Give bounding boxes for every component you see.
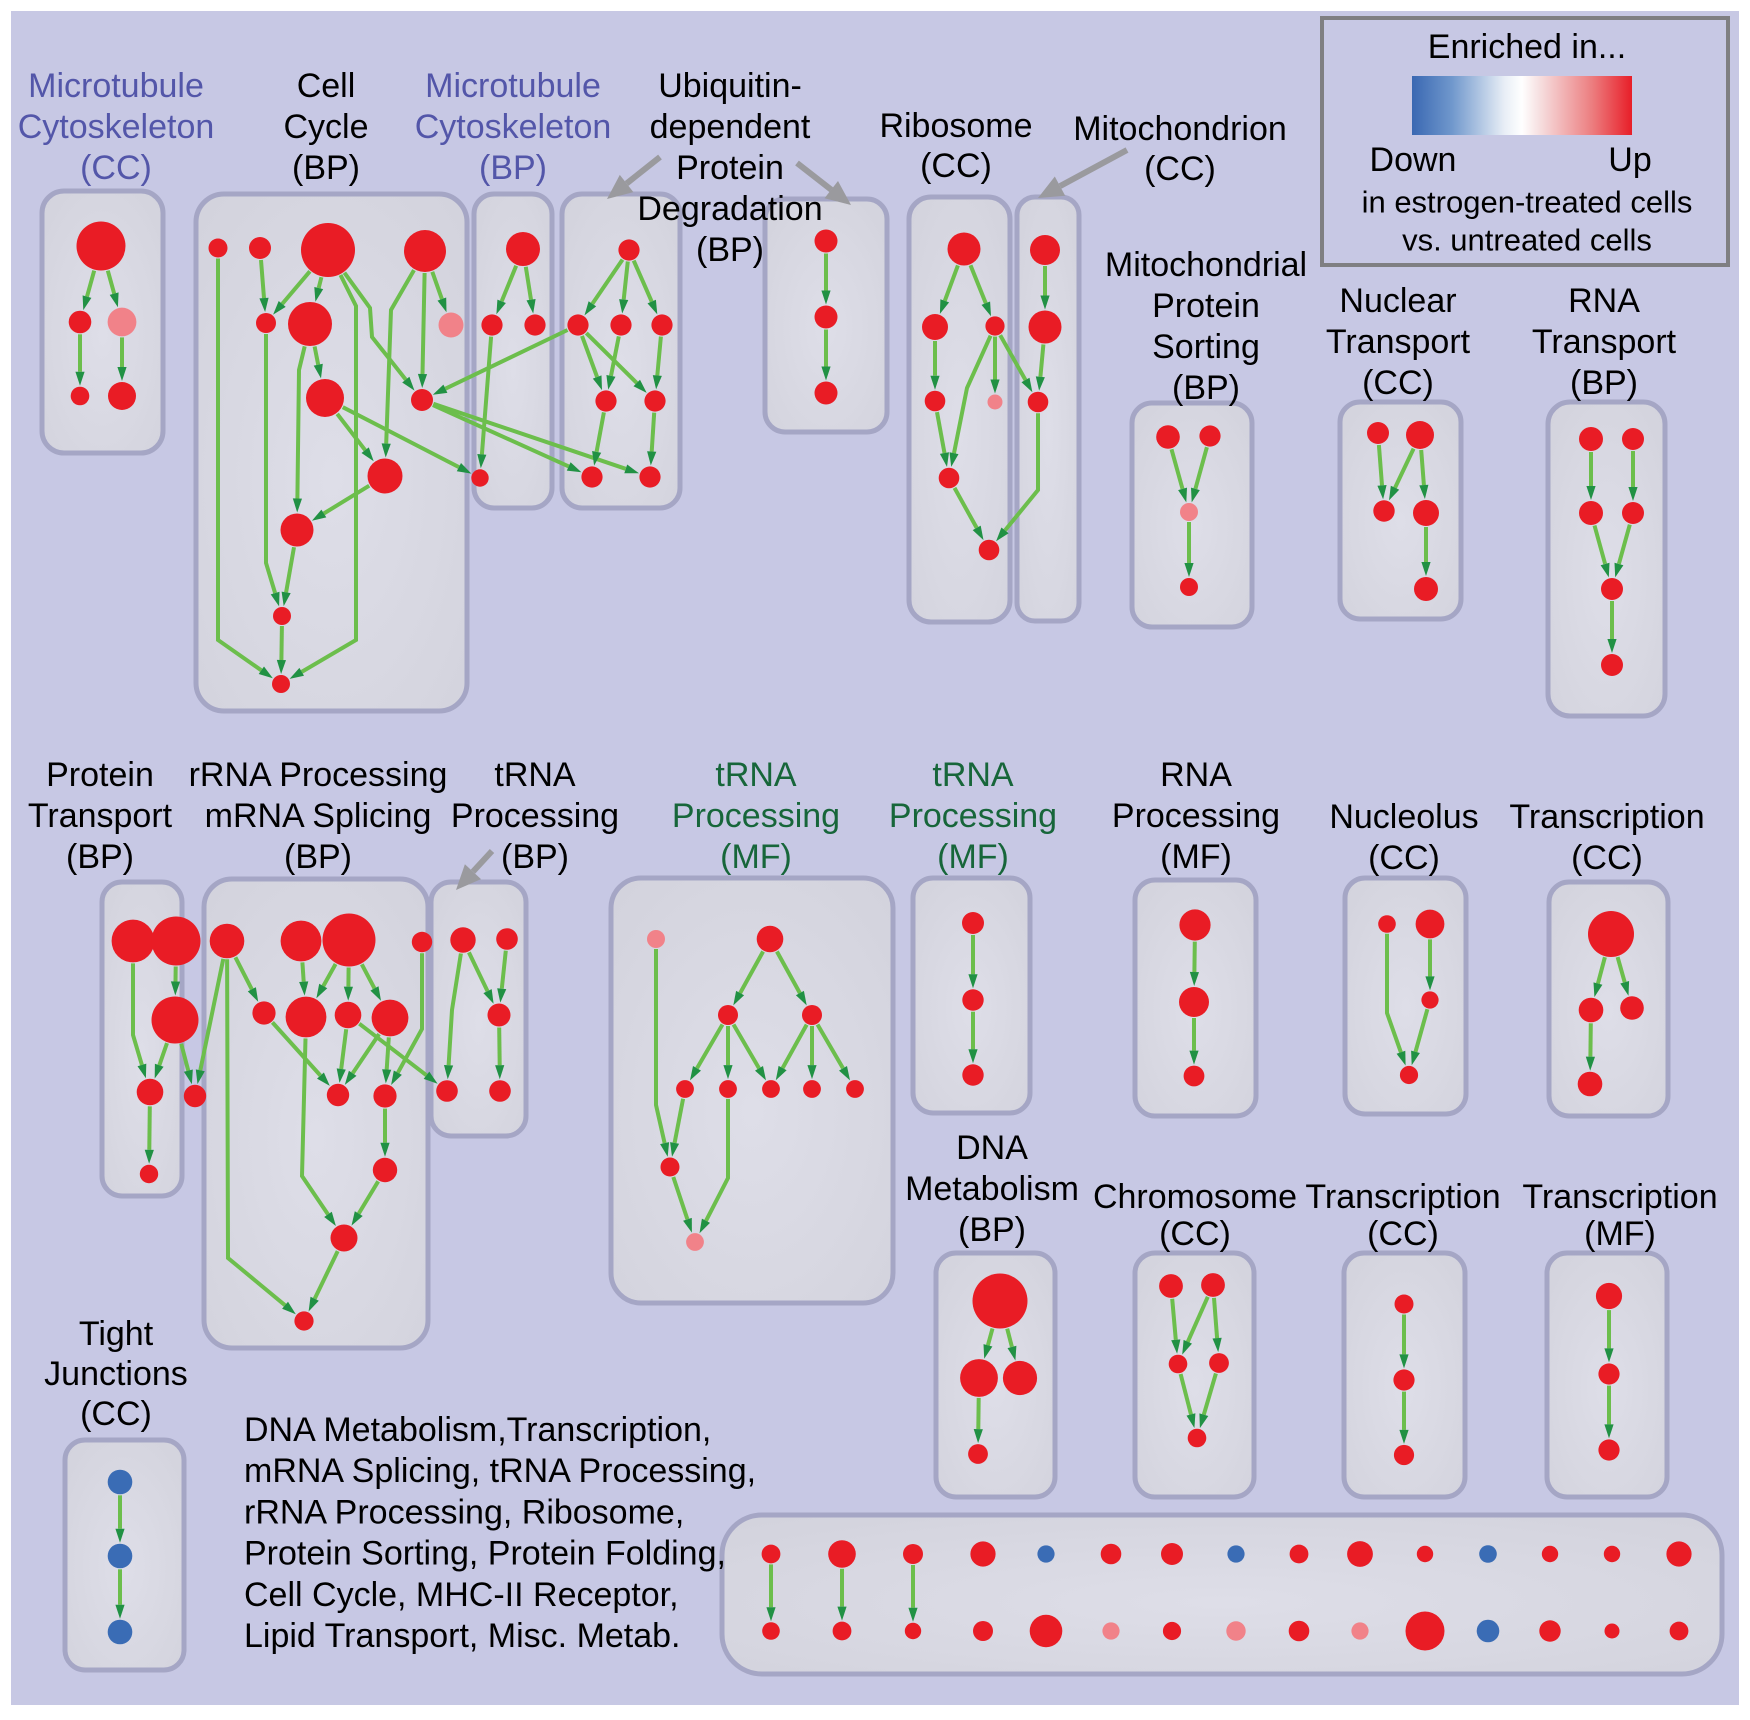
svg-text:tRNA: tRNA: [932, 756, 1014, 794]
svg-text:tRNA: tRNA: [715, 756, 797, 794]
svg-text:(CC): (CC): [1367, 1215, 1439, 1253]
svg-text:Nucleolus: Nucleolus: [1329, 798, 1478, 836]
svg-text:(CC): (CC): [1362, 364, 1434, 402]
svg-text:Cytoskeleton: Cytoskeleton: [18, 108, 215, 146]
svg-text:Transport: Transport: [1326, 323, 1471, 361]
svg-text:rRNA Processing: rRNA Processing: [189, 756, 448, 794]
svg-text:Ribosome: Ribosome: [879, 107, 1032, 145]
svg-text:(CC): (CC): [80, 1395, 152, 1433]
svg-text:Lipid Transport, Misc. Metab.: Lipid Transport, Misc. Metab.: [244, 1617, 681, 1655]
svg-text:Processing: Processing: [672, 797, 840, 835]
svg-text:Processing: Processing: [889, 797, 1057, 835]
svg-text:Sorting: Sorting: [1152, 328, 1260, 366]
svg-text:Tight: Tight: [79, 1315, 154, 1353]
svg-text:(BP): (BP): [284, 838, 352, 876]
svg-text:Up: Up: [1608, 141, 1651, 179]
svg-text:Junctions: Junctions: [44, 1355, 188, 1393]
svg-text:Protein: Protein: [1152, 287, 1260, 325]
svg-text:Enriched in...: Enriched in...: [1428, 28, 1626, 66]
svg-text:vs. untreated cells: vs. untreated cells: [1402, 223, 1652, 258]
svg-text:(BP): (BP): [479, 149, 547, 187]
svg-text:(BP): (BP): [1570, 364, 1638, 402]
svg-text:(BP): (BP): [1172, 369, 1240, 407]
svg-text:Down: Down: [1370, 141, 1457, 179]
svg-text:Microtubule: Microtubule: [28, 67, 204, 105]
svg-text:Processing: Processing: [451, 797, 619, 835]
svg-text:Protein Sorting, Protein Foldi: Protein Sorting, Protein Folding,: [244, 1535, 726, 1573]
svg-text:mRNA Splicing, tRNA Processing: mRNA Splicing, tRNA Processing,: [244, 1452, 756, 1490]
svg-text:Cell: Cell: [297, 67, 356, 105]
svg-text:Transport: Transport: [28, 797, 173, 835]
svg-text:(CC): (CC): [920, 147, 992, 185]
svg-text:(MF): (MF): [720, 838, 792, 876]
svg-text:Processing: Processing: [1112, 797, 1280, 835]
svg-text:(BP): (BP): [66, 838, 134, 876]
svg-text:(BP): (BP): [501, 838, 569, 876]
svg-text:dependent: dependent: [650, 108, 811, 146]
svg-text:(BP): (BP): [958, 1211, 1026, 1249]
svg-text:(CC): (CC): [80, 149, 152, 187]
svg-text:in estrogen-treated cells: in estrogen-treated cells: [1362, 185, 1693, 220]
svg-text:Protein: Protein: [676, 149, 784, 187]
svg-text:Nuclear: Nuclear: [1339, 282, 1456, 320]
svg-text:Degradation: Degradation: [637, 190, 822, 228]
svg-text:Cell Cycle, MHC-II Receptor,: Cell Cycle, MHC-II Receptor,: [244, 1576, 679, 1614]
svg-text:rRNA Processing, Ribosome,: rRNA Processing, Ribosome,: [244, 1493, 684, 1531]
svg-text:(CC): (CC): [1159, 1215, 1231, 1253]
svg-text:mRNA Splicing: mRNA Splicing: [205, 797, 432, 835]
svg-text:Cytoskeleton: Cytoskeleton: [415, 108, 612, 146]
svg-text:Metabolism: Metabolism: [905, 1170, 1079, 1208]
svg-text:tRNA: tRNA: [494, 756, 576, 794]
svg-text:RNA: RNA: [1160, 756, 1232, 794]
svg-text:Cycle: Cycle: [283, 108, 368, 146]
svg-text:Transport: Transport: [1532, 323, 1677, 361]
svg-text:DNA Metabolism,Transcription,: DNA Metabolism,Transcription,: [244, 1411, 711, 1449]
svg-text:Protein: Protein: [46, 756, 154, 794]
svg-text:(MF): (MF): [1584, 1215, 1656, 1253]
svg-text:Microtubule: Microtubule: [425, 67, 601, 105]
svg-text:DNA: DNA: [956, 1129, 1028, 1167]
svg-text:Mitochondrion: Mitochondrion: [1073, 110, 1287, 148]
svg-text:(MF): (MF): [937, 838, 1009, 876]
svg-text:Ubiquitin-: Ubiquitin-: [658, 67, 802, 105]
svg-text:(BP): (BP): [696, 231, 764, 269]
svg-text:(CC): (CC): [1368, 839, 1440, 877]
svg-text:(MF): (MF): [1160, 838, 1232, 876]
svg-text:Transcription: Transcription: [1522, 1178, 1717, 1216]
svg-text:RNA: RNA: [1568, 282, 1640, 320]
svg-text:(CC): (CC): [1144, 150, 1216, 188]
svg-text:(BP): (BP): [292, 149, 360, 187]
svg-text:(CC): (CC): [1571, 839, 1643, 877]
svg-text:Chromosome: Chromosome: [1093, 1178, 1297, 1216]
svg-text:Transcription: Transcription: [1305, 1178, 1500, 1216]
svg-text:Transcription: Transcription: [1509, 798, 1704, 836]
svg-text:Mitochondrial: Mitochondrial: [1105, 246, 1307, 284]
